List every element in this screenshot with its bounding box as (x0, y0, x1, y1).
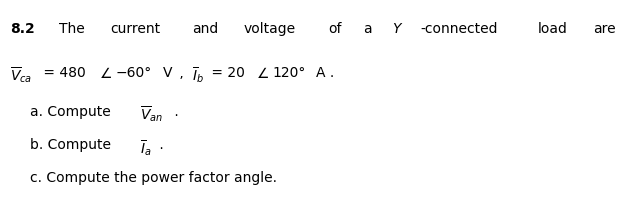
Text: The: The (59, 21, 85, 35)
Text: A .: A . (316, 65, 334, 79)
Text: $\angle$: $\angle$ (99, 65, 112, 80)
Text: of: of (328, 21, 342, 35)
Text: b. Compute: b. Compute (30, 138, 115, 152)
Text: V: V (163, 65, 172, 79)
Text: c. Compute the power factor angle.: c. Compute the power factor angle. (30, 170, 277, 184)
Text: .: . (155, 138, 164, 152)
Text: a: a (363, 21, 372, 35)
Text: 8.2: 8.2 (10, 21, 35, 35)
Text: .: . (170, 104, 179, 118)
Text: $\overline{I}_{b}$: $\overline{I}_{b}$ (192, 65, 204, 85)
Text: $\overline{V}_{ca}$: $\overline{V}_{ca}$ (10, 65, 32, 85)
Text: d. Compute the real power of the load.: d. Compute the real power of the load. (30, 203, 300, 204)
Text: = 480: = 480 (39, 65, 86, 79)
Text: 120°: 120° (273, 65, 306, 79)
Text: = 20: = 20 (207, 65, 245, 79)
Text: −60°: −60° (116, 65, 152, 79)
Text: $\angle$: $\angle$ (256, 65, 269, 80)
Text: current: current (110, 21, 160, 35)
Text: are: are (594, 21, 616, 35)
Text: a. Compute: a. Compute (30, 104, 115, 118)
Text: voltage: voltage (244, 21, 296, 35)
Text: $\overline{I}_{a}$: $\overline{I}_{a}$ (141, 138, 152, 157)
Text: ,: , (175, 65, 188, 79)
Text: load: load (538, 21, 567, 35)
Text: Y: Y (392, 21, 400, 35)
Text: $\overline{V}_{an}$: $\overline{V}_{an}$ (140, 104, 163, 124)
Text: and: and (192, 21, 218, 35)
Text: -connected: -connected (420, 21, 498, 35)
